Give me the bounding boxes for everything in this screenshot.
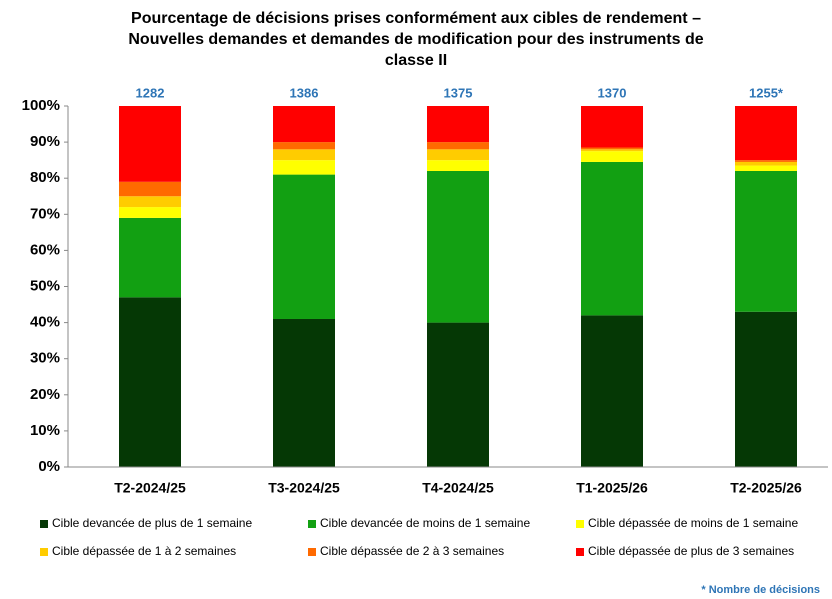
bar-segment: [581, 106, 643, 148]
bar-segment: [735, 311, 797, 467]
legend-label: Cible devancée de plus de 1 semaine: [52, 516, 252, 530]
legend-swatch: [308, 548, 316, 556]
bar-segment: [119, 217, 181, 298]
x-tick-label: T1-2025/26: [576, 480, 648, 496]
total-label: 1386: [290, 85, 319, 100]
bar-segment: [427, 142, 489, 150]
bar-segment: [427, 160, 489, 171]
bar-segment: [735, 106, 797, 161]
legend-label: Cible dépassée de moins de 1 semaine: [588, 516, 798, 530]
bar-segment: [735, 165, 797, 171]
bar-segment: [273, 160, 335, 175]
y-tick-label: 50%: [30, 277, 60, 294]
bar-segment: [581, 161, 643, 316]
y-tick-label: 90%: [30, 133, 60, 150]
bar-segment: [119, 196, 181, 208]
bar-segment: [427, 322, 489, 467]
total-label: 1282: [136, 85, 165, 100]
total-label: 1370: [598, 85, 627, 100]
bar-segment: [273, 318, 335, 467]
legend-label: Cible dépassée de plus de 3 semaines: [588, 544, 794, 558]
legend-label: Cible dépassée de 1 à 2 semaines: [52, 544, 236, 558]
x-tick-label: T2-2024/25: [114, 480, 186, 496]
bar-segment: [581, 149, 643, 152]
legend-swatch: [576, 520, 584, 528]
bar-segment: [273, 174, 335, 319]
bar-segment: [427, 149, 489, 161]
y-tick-label: 100%: [22, 97, 60, 114]
bar-segment: [273, 106, 335, 143]
legend-swatch: [40, 548, 48, 556]
bar-segment: [581, 151, 643, 162]
y-tick-label: 20%: [30, 386, 60, 403]
chart-title: classe II: [385, 52, 447, 69]
bar-segment: [273, 149, 335, 161]
y-tick-label: 80%: [30, 169, 60, 186]
x-tick-label: T4-2024/25: [422, 480, 494, 496]
chart-title: Pourcentage de décisions prises conformé…: [131, 10, 701, 27]
bar-segment: [119, 181, 181, 197]
footnote: * Nombre de décisions: [701, 584, 820, 596]
bar-segment: [119, 207, 181, 218]
legend-swatch: [40, 520, 48, 528]
legend-label: Cible devancée de moins de 1 semaine: [320, 516, 530, 530]
bar-segment: [735, 160, 797, 162]
x-tick-label: T3-2024/25: [268, 480, 340, 496]
legend-swatch: [576, 548, 584, 556]
bar-segment: [427, 170, 489, 323]
y-tick-label: 30%: [30, 350, 60, 367]
bar-segment: [427, 106, 489, 143]
chart-title: Nouvelles demandes et demandes de modifi…: [128, 31, 703, 48]
bar-segment: [119, 297, 181, 467]
y-tick-label: 60%: [30, 241, 60, 258]
bar-segment: [581, 147, 643, 150]
legend-label: Cible dépassée de 2 à 3 semaines: [320, 544, 504, 558]
y-tick-label: 40%: [30, 314, 60, 331]
y-tick-label: 0%: [38, 458, 60, 475]
bar-segment: [735, 161, 797, 166]
bar-segment: [735, 170, 797, 312]
total-label: 1375: [444, 85, 473, 100]
bar-segment: [119, 106, 181, 182]
y-tick-label: 70%: [30, 205, 60, 222]
total-label: 1255*: [749, 85, 784, 100]
bar-segment: [273, 142, 335, 150]
x-tick-label: T2-2025/26: [730, 480, 802, 496]
legend-swatch: [308, 520, 316, 528]
bar-segment: [581, 315, 643, 467]
y-tick-label: 10%: [30, 422, 60, 439]
